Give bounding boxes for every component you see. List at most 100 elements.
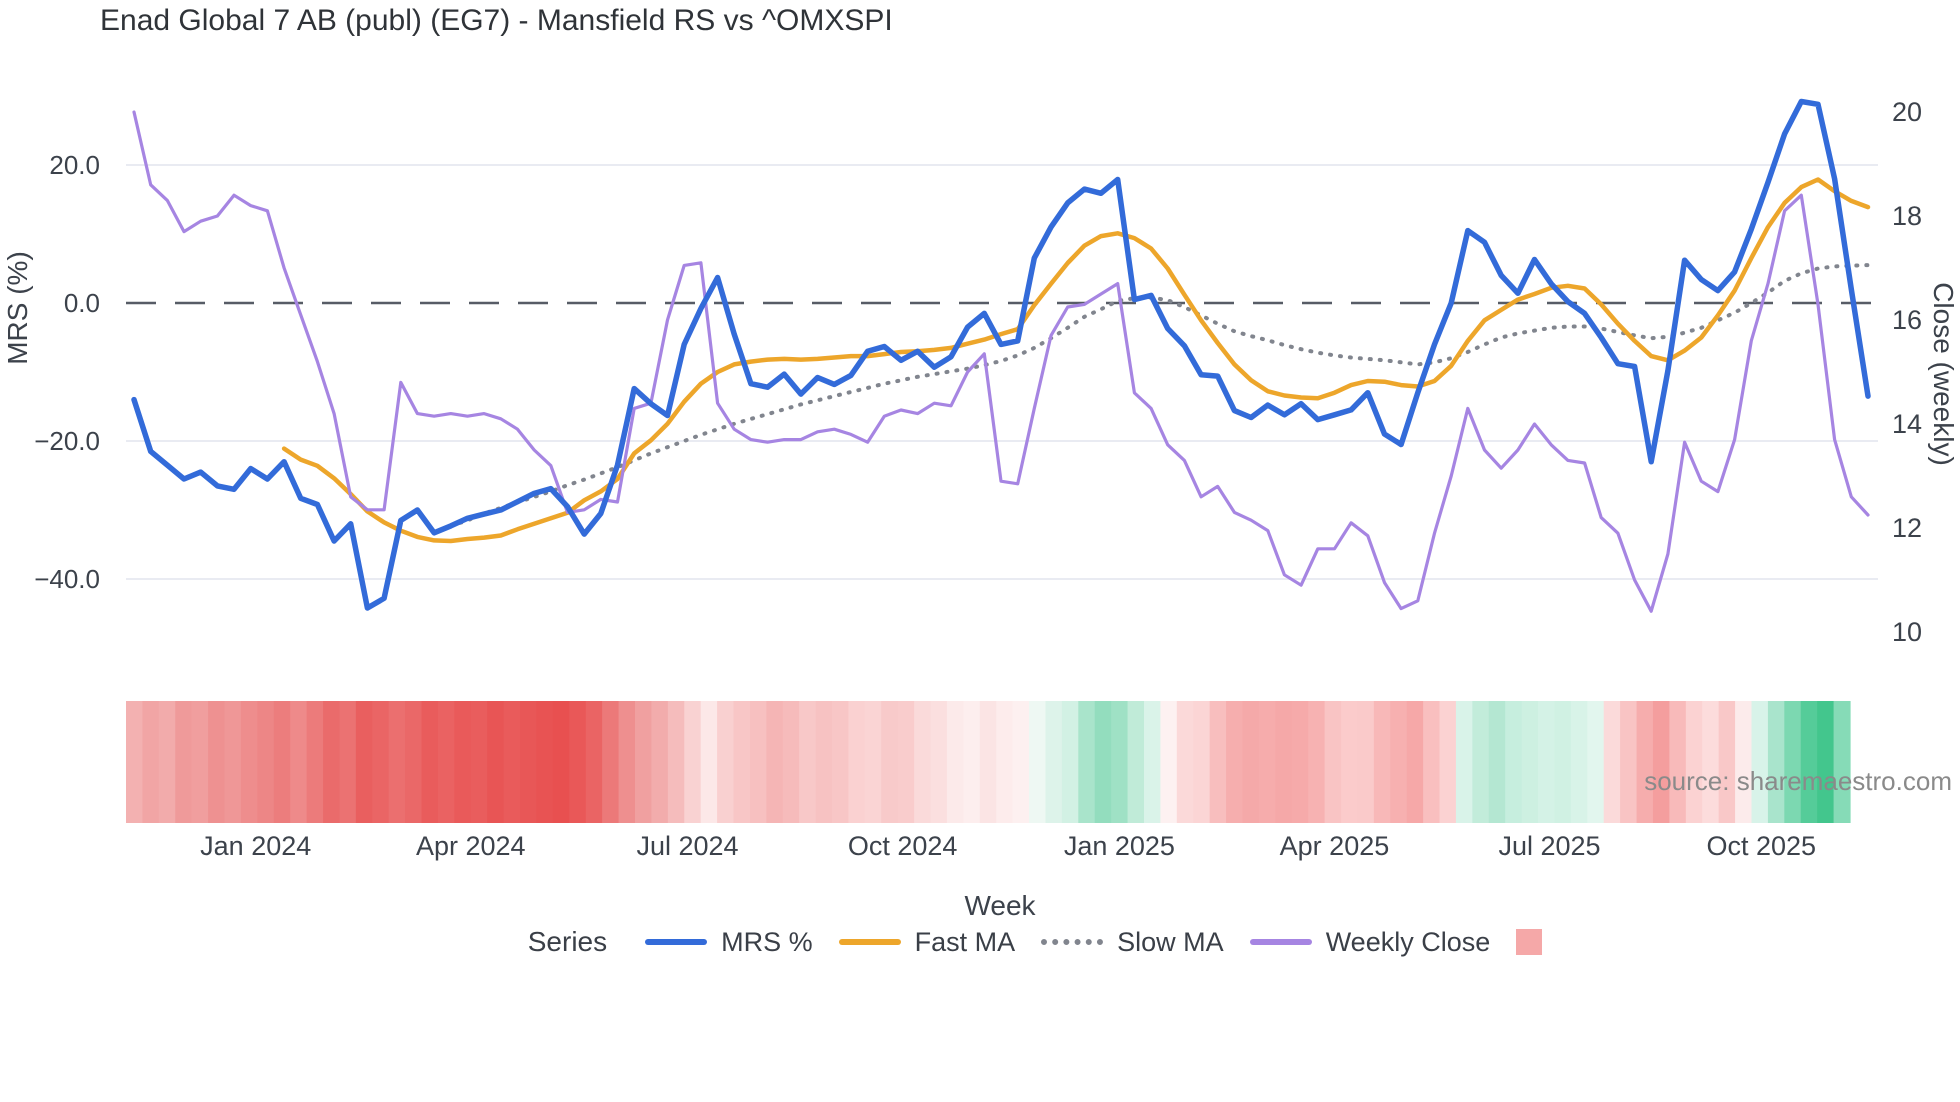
heatmap-cell bbox=[1045, 701, 1063, 823]
heatmap-cell bbox=[733, 701, 751, 823]
legend-label: Slow MA bbox=[1117, 926, 1224, 957]
heatmap-cell bbox=[897, 701, 915, 823]
heatmap-cell bbox=[257, 701, 275, 823]
heatmap-cell bbox=[782, 701, 800, 823]
legend-item-slow-ma[interactable]: Slow MA bbox=[1041, 927, 1224, 958]
heatmap-cell bbox=[1209, 701, 1227, 823]
heatmap-cell bbox=[1390, 701, 1408, 823]
heatmap-cell bbox=[421, 701, 439, 823]
x-axis-tick: Jan 2024 bbox=[200, 831, 311, 861]
heatmap-cell bbox=[372, 701, 390, 823]
legend-label: Fast MA bbox=[914, 926, 1016, 957]
heatmap-cell bbox=[1357, 701, 1375, 823]
right-axis-tick: 16 bbox=[1892, 305, 1922, 335]
heatmap-cell bbox=[667, 701, 685, 823]
right-axis-tick: 12 bbox=[1892, 513, 1922, 543]
heatmap-cell bbox=[1406, 701, 1424, 823]
heatmap-cell bbox=[914, 701, 932, 823]
heatmap-cell bbox=[273, 701, 291, 823]
heatmap-cell bbox=[717, 701, 735, 823]
heatmap-cell bbox=[306, 701, 324, 823]
right-axis-tick: 14 bbox=[1892, 409, 1922, 439]
heatmap-cell bbox=[1341, 701, 1359, 823]
heatmap-cell bbox=[240, 701, 258, 823]
heatmap-cell bbox=[1029, 701, 1047, 823]
heatmap-cell bbox=[454, 701, 472, 823]
heatmap-cell bbox=[602, 701, 620, 823]
heatmap-cell bbox=[1554, 701, 1572, 823]
heatmap-cell bbox=[1308, 701, 1326, 823]
left-axis-tick: 20.0 bbox=[49, 150, 100, 180]
heatmap-cell bbox=[799, 701, 817, 823]
heatmap-cell bbox=[1373, 701, 1391, 823]
heatmap-cell bbox=[437, 701, 455, 823]
heatmap-cell bbox=[388, 701, 406, 823]
heatmap-cell bbox=[1817, 701, 1835, 823]
heatmap-cell bbox=[1784, 701, 1802, 823]
heatmap-cell bbox=[158, 701, 176, 823]
x-axis-tick: Jul 2024 bbox=[636, 831, 738, 861]
heatmap-cell bbox=[1587, 701, 1605, 823]
heatmap-cell bbox=[1324, 701, 1342, 823]
legend-item-weekly-close[interactable]: Weekly Close bbox=[1249, 926, 1491, 958]
heatmap-cell bbox=[684, 701, 702, 823]
series-line-weekly-close bbox=[132, 110, 1870, 613]
legend-title: Series bbox=[527, 926, 608, 957]
heatmap-cell bbox=[470, 701, 488, 823]
heatmap-cell bbox=[749, 701, 767, 823]
heatmap-cell bbox=[848, 701, 866, 823]
heatmap-cell bbox=[1620, 701, 1638, 823]
heatmap-cell bbox=[175, 701, 193, 823]
heatmap-cell bbox=[520, 701, 538, 823]
legend-item-fast-ma[interactable]: Fast MA bbox=[838, 926, 1016, 958]
heatmap-cell bbox=[1423, 701, 1441, 823]
heatmap-cell bbox=[487, 701, 505, 823]
heatmap-cell bbox=[979, 701, 997, 823]
heatmap-cell bbox=[1702, 701, 1720, 823]
heatmap-cell bbox=[1455, 701, 1473, 823]
left-axis-tick: −20.0 bbox=[34, 426, 100, 456]
series-line-mrs- bbox=[131, 98, 1871, 611]
legend-swatch bbox=[645, 939, 708, 945]
x-axis-tick: Apr 2024 bbox=[416, 831, 526, 861]
heatmap-cell bbox=[1275, 701, 1293, 823]
heatmap-cell bbox=[766, 701, 784, 823]
legend-label: Weekly Close bbox=[1325, 926, 1491, 957]
heatmap-cell bbox=[1767, 701, 1785, 823]
legend-item-mrs-[interactable]: MRS % bbox=[645, 927, 813, 958]
heatmap-cell bbox=[700, 701, 718, 823]
legend-swatch-heatmap[interactable] bbox=[1516, 929, 1543, 955]
heatmap-cell bbox=[339, 701, 357, 823]
heatmap-cell bbox=[1488, 701, 1506, 823]
heatmap-cell bbox=[1718, 701, 1736, 823]
legend-swatch bbox=[1041, 939, 1104, 945]
heatmap-cell bbox=[1751, 701, 1769, 823]
x-axis-tick: Oct 2025 bbox=[1706, 831, 1816, 861]
heatmap-cell bbox=[946, 701, 964, 823]
x-axis-tick: Jan 2025 bbox=[1064, 831, 1175, 861]
heatmap-cell bbox=[536, 701, 554, 823]
heatmap-cell bbox=[930, 701, 948, 823]
heatmap-cell bbox=[569, 701, 587, 823]
heatmap-cell bbox=[881, 701, 899, 823]
heatmap-cell bbox=[832, 701, 850, 823]
heatmap-cell bbox=[355, 701, 373, 823]
heatmap-cell bbox=[552, 701, 570, 823]
right-axis-tick: 18 bbox=[1892, 201, 1922, 231]
legend-label: MRS % bbox=[721, 926, 813, 957]
heatmap-cell bbox=[634, 701, 653, 823]
heatmap-cell bbox=[1669, 701, 1687, 823]
heatmap-cell bbox=[1226, 701, 1244, 823]
x-axis-tick: Apr 2025 bbox=[1280, 831, 1390, 861]
heatmap-cell bbox=[1800, 701, 1818, 823]
heatmap-cell bbox=[142, 701, 160, 823]
heatmap-cell bbox=[1521, 701, 1539, 823]
x-axis-tick: Jul 2025 bbox=[1498, 831, 1600, 861]
legend-swatch bbox=[838, 939, 901, 945]
heatmap-cell bbox=[1505, 701, 1523, 823]
x-axis-title: Week bbox=[964, 890, 1036, 921]
heatmap-cell bbox=[1291, 701, 1309, 823]
heatmap-cell bbox=[1472, 701, 1490, 823]
